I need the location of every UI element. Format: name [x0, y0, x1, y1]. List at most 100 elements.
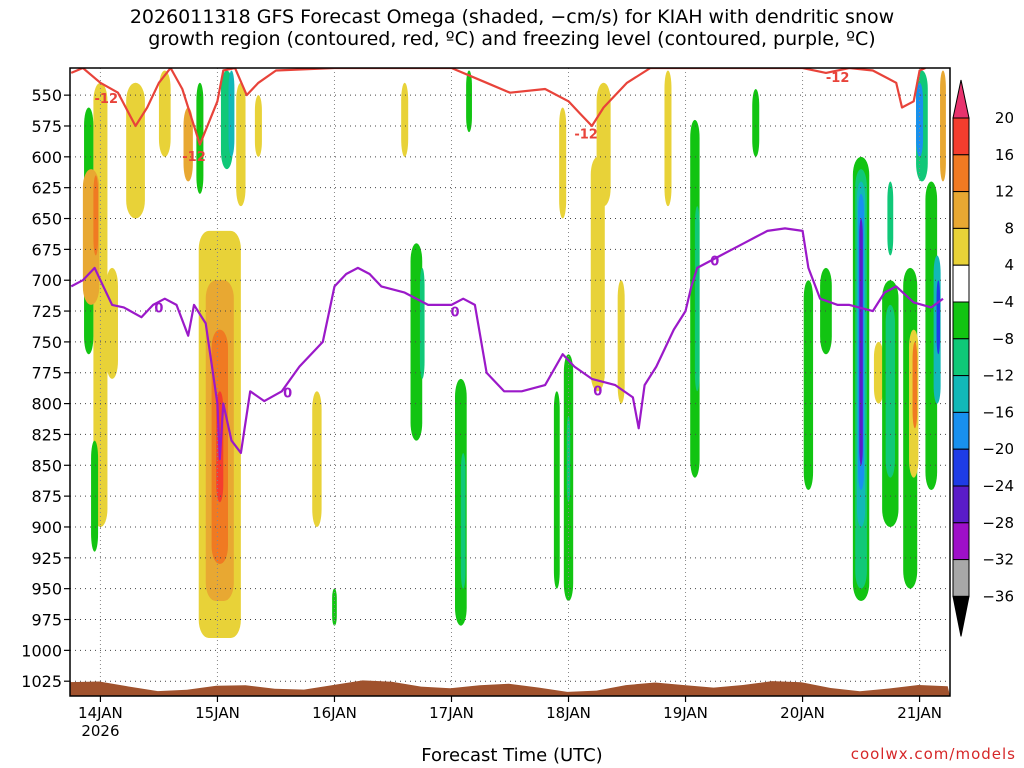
colorbar-band-4 [952, 227, 970, 266]
omega-cell-37 [803, 280, 814, 490]
colorbar-label-0: 20 [995, 109, 1014, 127]
colorbar-band-9 [952, 411, 970, 450]
colorbar-band-2 [952, 154, 970, 193]
omega-cell-43 [859, 218, 863, 466]
omega-cell-52 [916, 82, 924, 157]
omega-cell-32 [617, 280, 625, 404]
y-tick-label-975: 975 [31, 611, 62, 630]
y-tick-label-1025: 1025 [21, 672, 62, 691]
surface-terrain [70, 680, 950, 696]
omega-cell-35 [694, 206, 700, 392]
x-axis-title: Forecast Time (UTC) [421, 745, 603, 766]
y-tick-label-1000: 1000 [21, 641, 62, 660]
colorbar-label-2: 12 [995, 183, 1014, 201]
omega-cell-6 [126, 82, 145, 219]
y-tick-label-775: 775 [31, 364, 62, 383]
x-tick-label-15: 15JAN [195, 704, 240, 722]
omega-cell-29 [566, 415, 571, 503]
y-tick-label-725: 725 [31, 302, 62, 321]
x-tick-label-14: 14JAN [78, 704, 123, 722]
colorbar-band-7 [952, 338, 970, 377]
omega-cell-17 [254, 95, 262, 157]
colorbar-band-3 [952, 191, 970, 229]
omega-cell-44 [873, 341, 884, 404]
omega-cell-15 [228, 70, 235, 157]
omega-cell-7 [158, 70, 171, 157]
source-credit: coolwx.com/models [850, 745, 1016, 763]
y-tick-label-900: 900 [31, 518, 62, 537]
omega-cell-18 [312, 391, 322, 527]
title-line-1: 2026011318 GFS Forecast Omega (shaded, −… [129, 6, 895, 28]
omega-cell-25 [466, 70, 472, 133]
freezing-contour-label-4: 0 [710, 255, 719, 270]
omega-cell-16 [236, 82, 246, 207]
dgz-contour-label-2: -12 [574, 128, 598, 143]
x-tick-label-17: 17JAN [429, 704, 474, 722]
chart-title: 2026011318 GFS Forecast Omega (shaded, −… [0, 6, 1024, 50]
colorbar-band-1 [952, 117, 970, 156]
dgz-contour [70, 68, 926, 146]
omega-cell-21 [419, 267, 425, 379]
omega-cell-19 [332, 588, 337, 626]
omega-cell-23 [460, 452, 466, 589]
y-tick-label-650: 650 [31, 210, 62, 229]
freezing-contour-label-3: 0 [593, 384, 602, 399]
omega-cell-26 [553, 391, 560, 589]
colorbar-label-3: 8 [1004, 219, 1014, 237]
y-tick-label-625: 625 [31, 179, 62, 198]
y-tick-label-750: 750 [31, 333, 62, 352]
y-tick-label-950: 950 [31, 580, 62, 599]
omega-cell-55 [936, 280, 941, 355]
omega-cell-30 [590, 156, 605, 392]
colorbar-band-13 [952, 559, 970, 597]
y-tick-label-600: 600 [31, 148, 62, 167]
plot-frame [69, 67, 951, 697]
omega-cell-27 [559, 107, 567, 219]
colorbar-label-9: −20 [982, 440, 1014, 458]
x-tick-label-21: 21JAN [897, 704, 942, 722]
x-tick-label-19: 19JAN [663, 704, 708, 722]
colorbar-label-10: −24 [982, 477, 1014, 495]
omega-cell-20 [410, 243, 423, 441]
omega-cell-46 [885, 304, 895, 478]
colorbar-label-7: −12 [982, 367, 1014, 385]
colorbar-band-8 [952, 375, 970, 413]
colorbar-label-6: −8 [992, 330, 1014, 348]
colorbar-label-12: −32 [982, 551, 1014, 569]
colorbar-band-12 [952, 522, 970, 561]
freezing-contour-label-1: 0 [283, 387, 292, 402]
x-tick-label-20: 20JAN [780, 704, 825, 722]
title-line-2: growth region (contoured, red, ºC) and f… [148, 28, 876, 50]
freezing-contour-label-2: 0 [450, 305, 459, 320]
colorbar-label-5: −4 [992, 293, 1014, 311]
colorbar-band-11 [952, 485, 970, 524]
omega-cell-36 [752, 88, 760, 157]
colorbar-label-4: 4 [1004, 256, 1014, 274]
omega-cell-24 [401, 82, 409, 157]
y-tick-label-550: 550 [31, 86, 62, 105]
colorbar-bottom-arrow [952, 595, 970, 637]
colorbar-label-8: −16 [982, 403, 1014, 421]
colorbar-label-13: −36 [982, 587, 1014, 605]
y-tick-label-575: 575 [31, 117, 62, 136]
omega-cell-4 [93, 175, 99, 256]
colorbar-band-10 [952, 448, 970, 487]
colorbar-band-5 [952, 264, 970, 303]
omega-cell-53 [925, 181, 938, 490]
colorbar-band-6 [952, 301, 970, 340]
dgz-contour-label-1: -12 [182, 150, 206, 165]
omega-cell-56 [940, 70, 946, 182]
x-tick-label-16: 16JAN [312, 704, 357, 722]
y-tick-label-675: 675 [31, 240, 62, 259]
x-tick-sublabel-14: 2026 [81, 722, 119, 740]
y-tick-label-700: 700 [31, 271, 62, 290]
omega-cell-9 [196, 82, 204, 194]
colorbar-top-arrow [952, 79, 970, 119]
freezing-contour-label-0: 0 [154, 302, 163, 317]
dgz-contour-label-0: -12 [95, 92, 119, 107]
x-tick-label-18: 18JAN [546, 704, 591, 722]
omega-cell-2 [91, 440, 99, 552]
y-tick-label-825: 825 [31, 425, 62, 444]
y-tick-label-875: 875 [31, 487, 62, 506]
